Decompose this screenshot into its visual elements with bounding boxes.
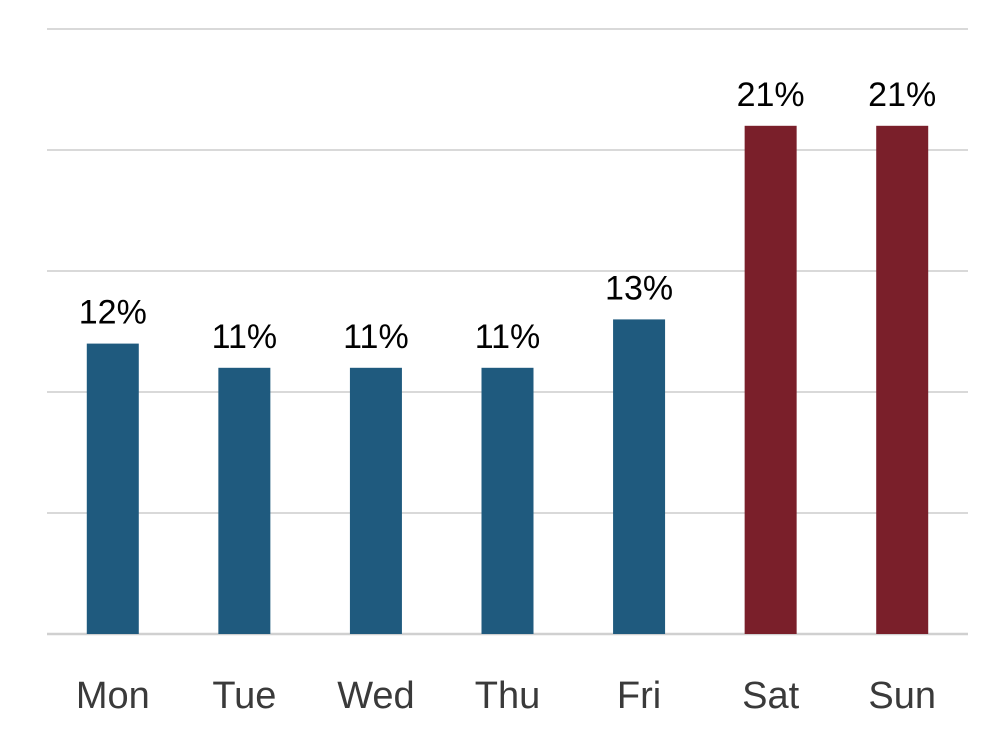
bar-sun — [876, 125, 929, 635]
bar-thu — [481, 367, 534, 634]
bars — [86, 125, 929, 635]
category-label-tue: Tue — [212, 675, 276, 717]
data-label-wed: 11% — [343, 318, 409, 356]
bar-sat — [744, 125, 797, 635]
category-label-sat: Sat — [742, 675, 799, 717]
bar-fri — [613, 319, 666, 634]
data-label-fri: 13% — [605, 269, 673, 307]
bar-mon — [86, 343, 139, 634]
category-label-thu: Thu — [475, 675, 540, 717]
data-label-sun: 21% — [868, 76, 936, 114]
category-label-mon: Mon — [76, 675, 150, 717]
data-label-tue: 11% — [212, 318, 278, 356]
bar-tue — [218, 367, 271, 634]
bar-wed — [349, 367, 402, 634]
data-labels: 12% 11% 11% 11% 13% 21% 21% — [79, 76, 936, 356]
category-label-fri: Fri — [617, 675, 661, 717]
category-labels: Mon Tue Wed Thu Fri Sat Sun — [76, 675, 936, 717]
category-label-sun: Sun — [868, 675, 936, 717]
data-label-sat: 21% — [737, 76, 805, 114]
data-label-mon: 12% — [79, 294, 147, 332]
category-label-wed: Wed — [337, 675, 414, 717]
data-label-thu: 11% — [475, 318, 541, 356]
